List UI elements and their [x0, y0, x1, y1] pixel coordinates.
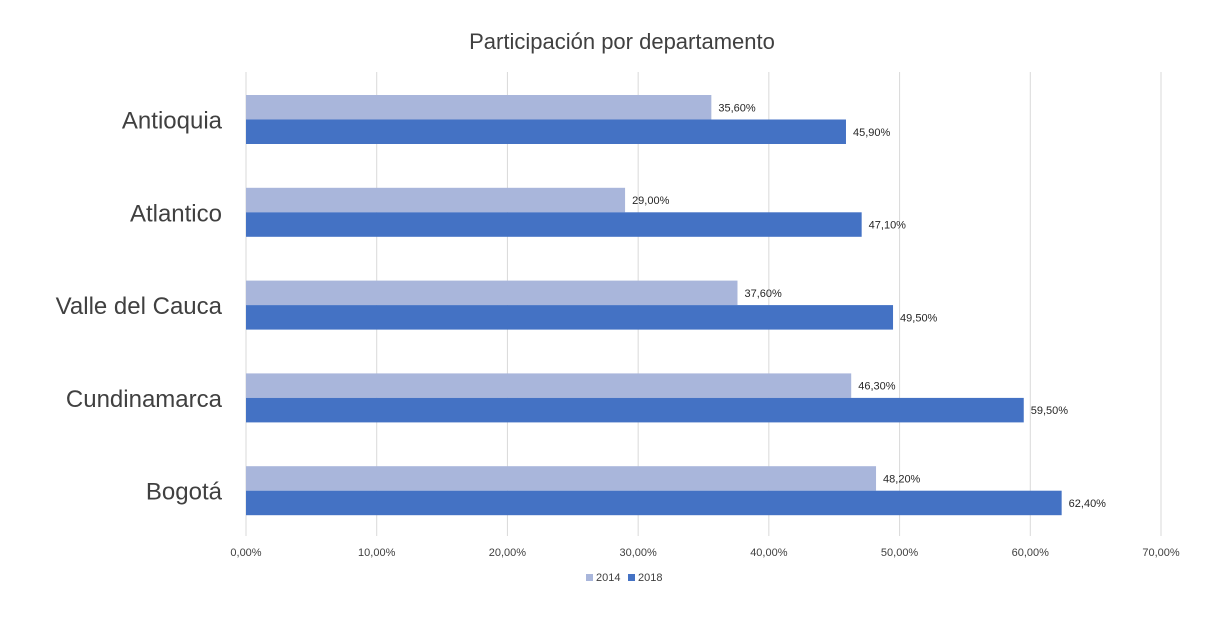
- category-labels: Antioquia Atlantico Valle del Cauca Cundina…: [56, 108, 223, 506]
- x-axis-ticks: 0,00% 10,00% 20,00% 30,00% 40,00% 50,00% 60,00…: [230, 547, 1179, 559]
- bar-2018: [246, 397, 1024, 423]
- bar-2014: [246, 280, 738, 306]
- legend: 2014 2018: [586, 572, 662, 584]
- bar-2018: [246, 305, 894, 330]
- x-tick-label: 30,00%: [619, 547, 657, 559]
- data-label: 59,50%: [1031, 405, 1069, 417]
- category-label: Valle del Cauca: [56, 293, 223, 320]
- category-label: Antioquia: [122, 108, 223, 135]
- x-tick-label: 40,00%: [750, 547, 788, 559]
- data-label: 62,40%: [1069, 498, 1107, 510]
- x-tick-label: 70,00%: [1142, 547, 1180, 559]
- data-label: 29,00%: [632, 195, 670, 207]
- data-label: 46,30%: [858, 381, 896, 393]
- chart-title: Participación por departamento: [469, 29, 775, 54]
- legend-swatch: [628, 574, 635, 581]
- category-label: Atlantico: [130, 200, 222, 227]
- x-tick-label: 20,00%: [489, 547, 527, 559]
- bar-2014: [246, 466, 877, 491]
- bar-2014: [246, 373, 852, 398]
- bars: 35,60% 45,90% 29,00% 47,10% 37,60% 49,50% 46,3…: [246, 95, 1107, 516]
- data-label: 49,50%: [900, 312, 938, 324]
- data-label: 47,10%: [869, 220, 907, 232]
- legend-swatch: [586, 574, 593, 581]
- bar-2018: [246, 119, 846, 144]
- x-tick-label: 50,00%: [881, 547, 919, 559]
- bar-2018: [246, 212, 862, 237]
- bar-2014: [246, 95, 712, 120]
- bar-2014: [246, 187, 626, 213]
- legend-label: 2018: [638, 572, 662, 584]
- x-tick-label: 60,00%: [1012, 547, 1050, 559]
- category-label: Cundinamarca: [66, 386, 223, 413]
- data-label: 45,90%: [853, 127, 891, 139]
- x-tick-label: 10,00%: [358, 547, 396, 559]
- bar-2018: [246, 490, 1062, 516]
- x-tick-label: 0,00%: [230, 547, 261, 559]
- data-label: 35,60%: [718, 102, 756, 114]
- data-label: 37,60%: [744, 288, 782, 300]
- data-label: 48,20%: [883, 473, 921, 485]
- category-label: Bogotá: [146, 479, 223, 506]
- legend-label: 2014: [596, 572, 620, 584]
